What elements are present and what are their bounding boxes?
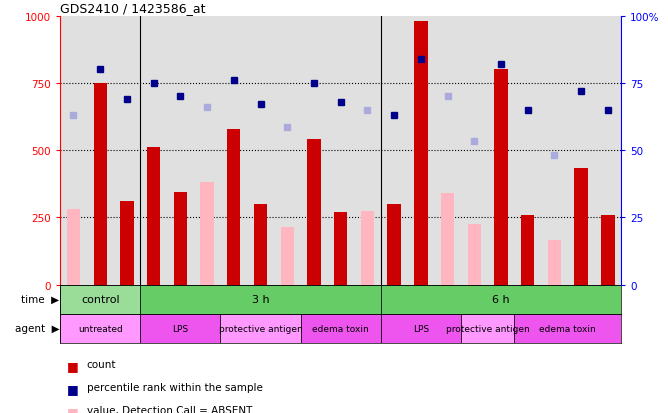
Text: untreated: untreated (78, 324, 122, 333)
Text: agent  ▶: agent ▶ (15, 323, 59, 333)
Bar (174, 192, 187, 285)
Bar (574, 168, 588, 285)
Bar (521, 215, 534, 285)
Bar (60, 314, 140, 343)
Bar (220, 314, 301, 343)
Text: edema toxin: edema toxin (313, 324, 369, 333)
Bar (381, 314, 461, 343)
Text: protective antigen: protective antigen (218, 324, 303, 333)
Text: percentile rank within the sample: percentile rank within the sample (87, 382, 263, 392)
Text: LPS: LPS (172, 324, 188, 333)
Text: 6 h: 6 h (492, 294, 510, 304)
Bar (381, 285, 621, 314)
Bar (281, 227, 294, 285)
Text: control: control (81, 294, 120, 304)
Text: GDS2410 / 1423586_at: GDS2410 / 1423586_at (60, 2, 206, 15)
Bar (494, 70, 508, 285)
Bar (67, 210, 80, 285)
Bar (461, 314, 514, 343)
Bar (414, 22, 428, 285)
Bar (361, 211, 374, 285)
Bar (227, 129, 240, 285)
Bar (548, 241, 561, 285)
Bar (147, 148, 160, 285)
Bar (468, 225, 481, 285)
Bar (334, 212, 347, 285)
Text: ■: ■ (67, 359, 79, 372)
Bar (441, 194, 454, 285)
Bar (601, 215, 615, 285)
Text: time  ▶: time ▶ (21, 294, 59, 304)
Bar (140, 285, 381, 314)
Bar (60, 285, 140, 314)
Bar (387, 204, 401, 285)
Text: value, Detection Call = ABSENT: value, Detection Call = ABSENT (87, 405, 253, 413)
Bar (301, 314, 381, 343)
Bar (514, 314, 621, 343)
Text: 3 h: 3 h (252, 294, 269, 304)
Text: count: count (87, 359, 116, 369)
Text: ■: ■ (67, 405, 79, 413)
Text: protective antigen: protective antigen (446, 324, 530, 333)
Bar (307, 140, 321, 285)
Text: edema toxin: edema toxin (540, 324, 596, 333)
Bar (94, 83, 107, 285)
Bar (254, 204, 267, 285)
Text: LPS: LPS (413, 324, 429, 333)
Bar (200, 183, 214, 285)
Bar (140, 314, 220, 343)
Bar (120, 202, 134, 285)
Text: ■: ■ (67, 382, 79, 395)
